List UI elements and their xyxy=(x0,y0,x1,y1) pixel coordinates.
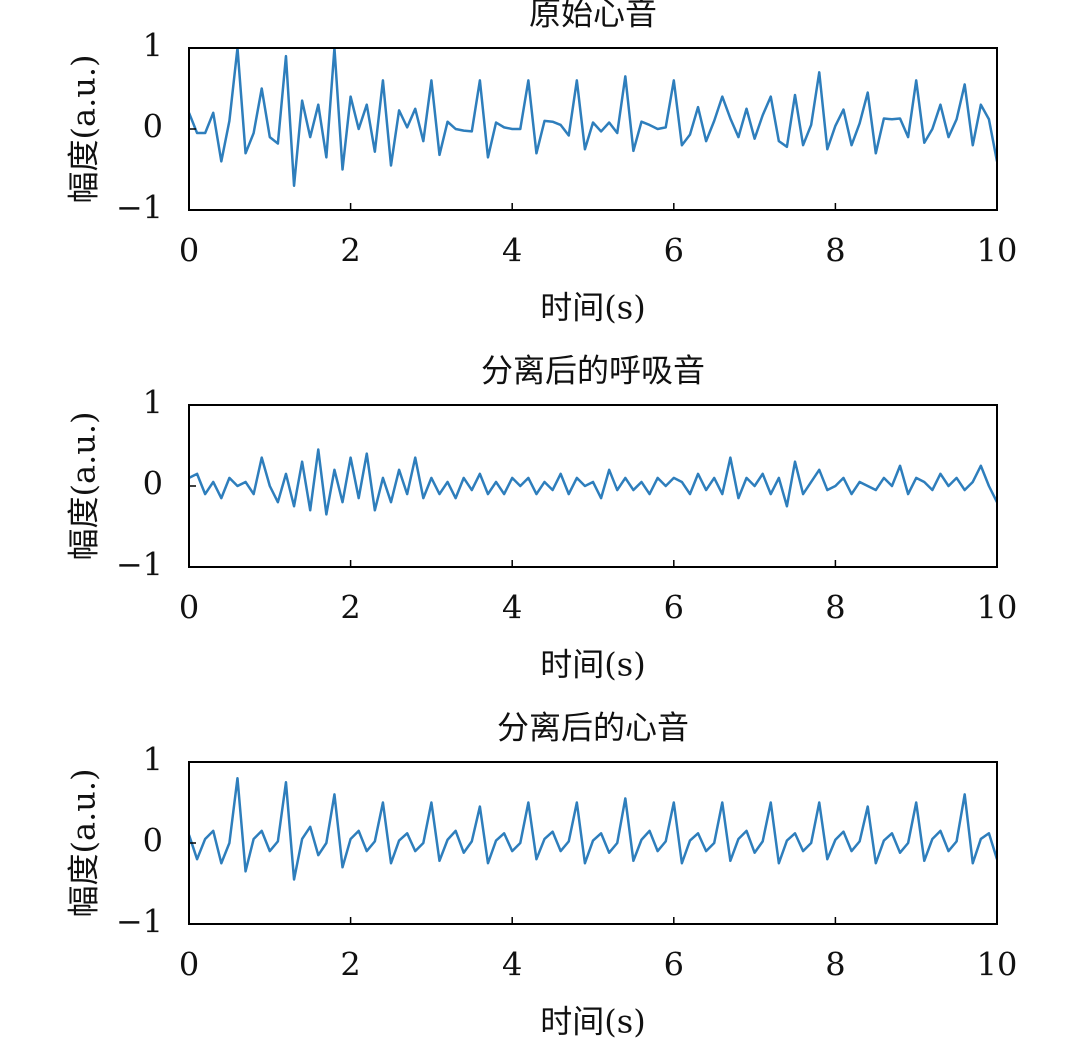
x-tick-label: 10 xyxy=(977,232,1018,270)
x-tick-label: 2 xyxy=(340,589,360,627)
x-tick-label: 6 xyxy=(664,589,684,627)
plot-frame xyxy=(188,404,998,568)
x-axis-label: 时间(s) xyxy=(540,1003,645,1041)
x-tick-label: 6 xyxy=(664,946,684,984)
y-tick-label: 0 xyxy=(143,108,163,146)
x-tick-label: 0 xyxy=(179,589,199,627)
x-axis-label: 时间(s) xyxy=(540,646,645,684)
x-tick-label: 0 xyxy=(179,232,199,270)
x-tick-label: 2 xyxy=(340,232,360,270)
x-tick-label: 0 xyxy=(179,946,199,984)
y-tick-label: 0 xyxy=(143,465,163,503)
y-axis-label: 幅度(a.u.) xyxy=(65,411,103,560)
y-tick-label: 1 xyxy=(143,741,163,779)
x-tick-label: 10 xyxy=(977,589,1018,627)
y-tick-label: 1 xyxy=(143,384,163,422)
x-tick-label: 4 xyxy=(502,232,522,270)
plot-frame xyxy=(188,761,998,925)
x-tick-label: 8 xyxy=(825,232,845,270)
x-tick-label: 8 xyxy=(825,946,845,984)
x-tick-label: 2 xyxy=(340,946,360,984)
signal-line xyxy=(189,48,997,187)
y-axis-label: 幅度(a.u.) xyxy=(65,768,103,917)
y-tick-label: 1 xyxy=(143,27,163,65)
plot-frame xyxy=(188,47,998,211)
chart-title: 分离后的心音 xyxy=(497,709,689,747)
plot-area xyxy=(189,48,997,187)
x-tick-label: 4 xyxy=(502,589,522,627)
signal-line xyxy=(189,776,997,881)
x-tick-label: 4 xyxy=(502,946,522,984)
signal-line xyxy=(189,448,997,516)
x-tick-label: 10 xyxy=(977,946,1018,984)
x-tick-label: 6 xyxy=(664,232,684,270)
y-tick-label: −1 xyxy=(116,546,163,584)
y-tick-label: 0 xyxy=(143,822,163,860)
plot-area xyxy=(189,448,997,516)
plot-area xyxy=(189,776,997,881)
chart-title: 原始心音 xyxy=(529,0,657,33)
y-tick-label: −1 xyxy=(116,903,163,941)
chart-title: 分离后的呼吸音 xyxy=(481,352,705,390)
y-tick-label: −1 xyxy=(116,189,163,227)
y-axis-label: 幅度(a.u.) xyxy=(65,54,103,203)
x-axis-label: 时间(s) xyxy=(540,289,645,327)
x-tick-label: 8 xyxy=(825,589,845,627)
